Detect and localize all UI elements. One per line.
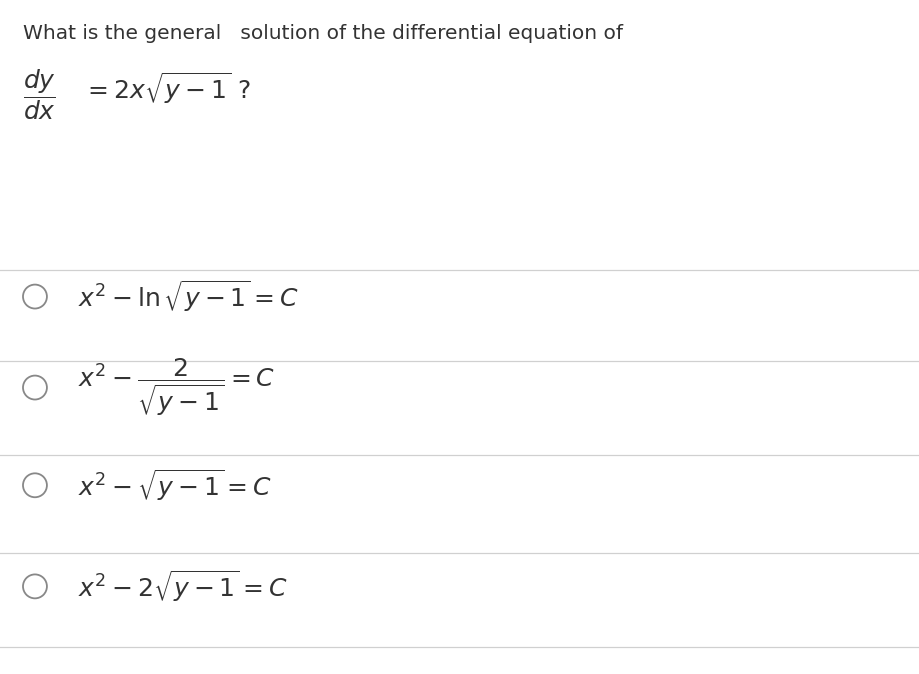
Text: What is the general   solution of the differential equation of: What is the general solution of the diff…: [23, 24, 622, 42]
Text: $x^2 - \sqrt{y-1} = C$: $x^2 - \sqrt{y-1} = C$: [78, 468, 272, 503]
Text: $\dfrac{dy}{dx}$: $\dfrac{dy}{dx}$: [23, 67, 56, 122]
Text: $x^2 - 2\sqrt{y-1} = C$: $x^2 - 2\sqrt{y-1} = C$: [78, 569, 288, 604]
Text: $= 2x\sqrt{y-1}\ ?$: $= 2x\sqrt{y-1}\ ?$: [83, 71, 251, 106]
Text: $x^2 - \ln\sqrt{y-1} = C$: $x^2 - \ln\sqrt{y-1} = C$: [78, 279, 299, 314]
Text: $x^2 - \dfrac{2}{\sqrt{y-1}} = C$: $x^2 - \dfrac{2}{\sqrt{y-1}} = C$: [78, 357, 275, 419]
